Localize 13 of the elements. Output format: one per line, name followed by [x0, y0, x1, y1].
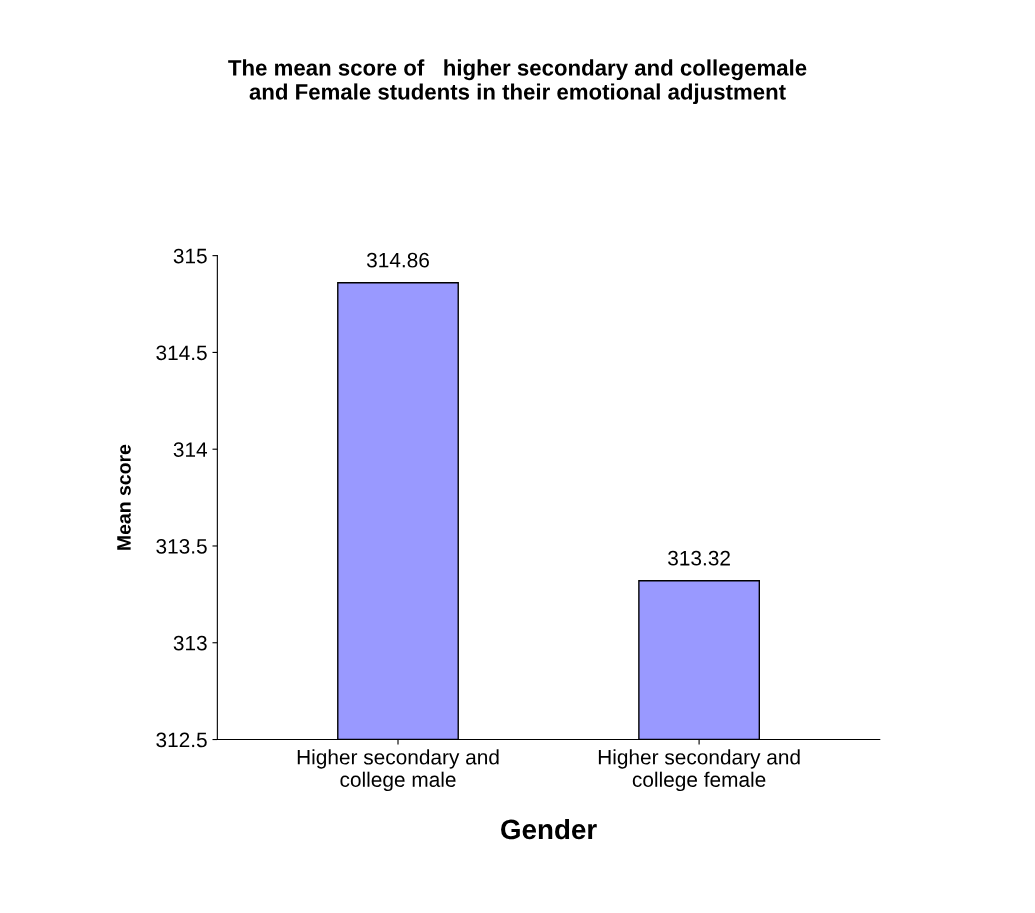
x-tick-label: Higher secondary and college male — [297, 749, 499, 792]
y-tick-label: 315 — [173, 248, 207, 264]
y-tick-label: 312.5 — [156, 732, 207, 748]
data-label: 313.32 — [668, 550, 730, 566]
chart-title: The mean score of higher secondary and collegemale and Female students in their emotional adjustment — [228, 59, 807, 105]
y-tick-label: 313 — [173, 635, 207, 651]
y-tick-label: 314 — [173, 442, 208, 457]
data-label: 314.86 — [366, 252, 429, 268]
x-axis-title: Gender — [501, 818, 597, 840]
y-tick-label: 314.5 — [156, 345, 207, 361]
x-tick-label: Higher secondary and college female — [598, 749, 800, 792]
y-tick-label: 313.5 — [156, 538, 207, 554]
y-axis-title: Mean score — [117, 444, 131, 550]
